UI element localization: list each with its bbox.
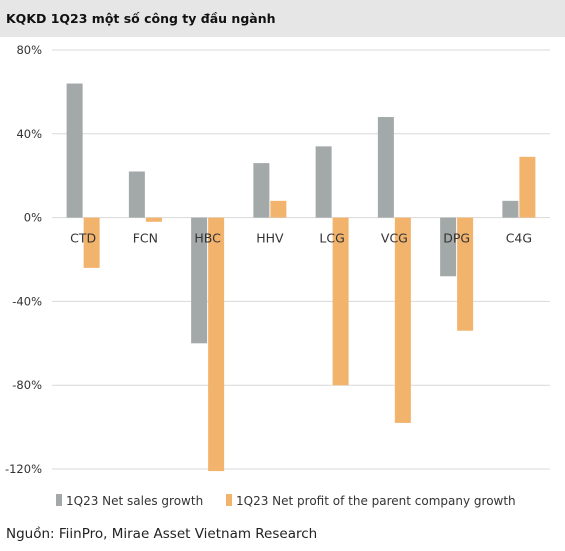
y-tick-label: -80% — [12, 378, 42, 392]
x-category-label: VCG — [381, 231, 408, 246]
bar-fcn-series-1 — [128, 171, 145, 218]
x-category-label: C4G — [506, 231, 532, 246]
y-tick-label: -120% — [5, 462, 42, 476]
bar-lcg-series-2 — [332, 217, 349, 386]
x-category-label: HBC — [194, 231, 221, 246]
bar-fcn-series-2 — [145, 217, 162, 222]
bar-c4g-series-2 — [519, 156, 536, 218]
bar-ctd-series-1 — [66, 83, 83, 218]
chart-title: KQKD 1Q23 một số công ty đầu ngành — [6, 11, 276, 26]
bars — [66, 83, 536, 472]
legend-label: 1Q23 Net sales growth — [66, 494, 203, 508]
source-note: Nguồn: FiinPro, Mirae Asset Vietnam Rese… — [6, 526, 318, 542]
y-tick-label: 80% — [16, 43, 42, 57]
x-axis-category-labels: CTD FCN HBC HHV LCG VCG DPG C4G — [70, 231, 532, 246]
bar-vcg-series-1 — [377, 117, 394, 218]
y-tick-label: 0% — [24, 211, 42, 225]
x-category-label: DPG — [443, 231, 470, 246]
grid-lines — [52, 49, 550, 470]
bar-hhv-series-1 — [253, 163, 270, 218]
legend-label: 1Q23 Net profit of the parent company gr… — [236, 494, 516, 508]
legend-swatch — [56, 494, 62, 506]
bar-hhv-series-2 — [270, 200, 287, 218]
legend: 1Q23 Net sales growth 1Q23 Net profit of … — [56, 494, 516, 508]
x-category-label: HHV — [256, 231, 284, 246]
bar-dpg-series-2 — [457, 217, 474, 331]
bar-hbc-series-2 — [208, 217, 225, 472]
bar-lcg-series-1 — [315, 146, 332, 218]
bar-chart: 80% 40% 0% -40% -80% -120% CTD FCN HBC HHV LCG VCG… — [5, 43, 550, 508]
y-axis-tick-labels: 80% 40% 0% -40% -80% -120% — [5, 43, 42, 476]
legend-swatch — [226, 494, 232, 506]
x-category-label: FCN — [133, 231, 158, 246]
bar-hbc-series-1 — [191, 217, 208, 344]
bar-ctd-series-2 — [83, 217, 100, 268]
chart-title-bar: KQKD 1Q23 một số công ty đầu ngành — [0, 0, 565, 37]
bar-vcg-series-2 — [394, 217, 411, 423]
x-category-label: CTD — [70, 231, 96, 246]
y-tick-label: -40% — [12, 294, 42, 308]
x-category-label: LCG — [319, 231, 344, 246]
bar-c4g-series-1 — [502, 200, 519, 218]
y-tick-label: 40% — [16, 127, 42, 141]
bar-dpg-series-1 — [440, 217, 457, 277]
